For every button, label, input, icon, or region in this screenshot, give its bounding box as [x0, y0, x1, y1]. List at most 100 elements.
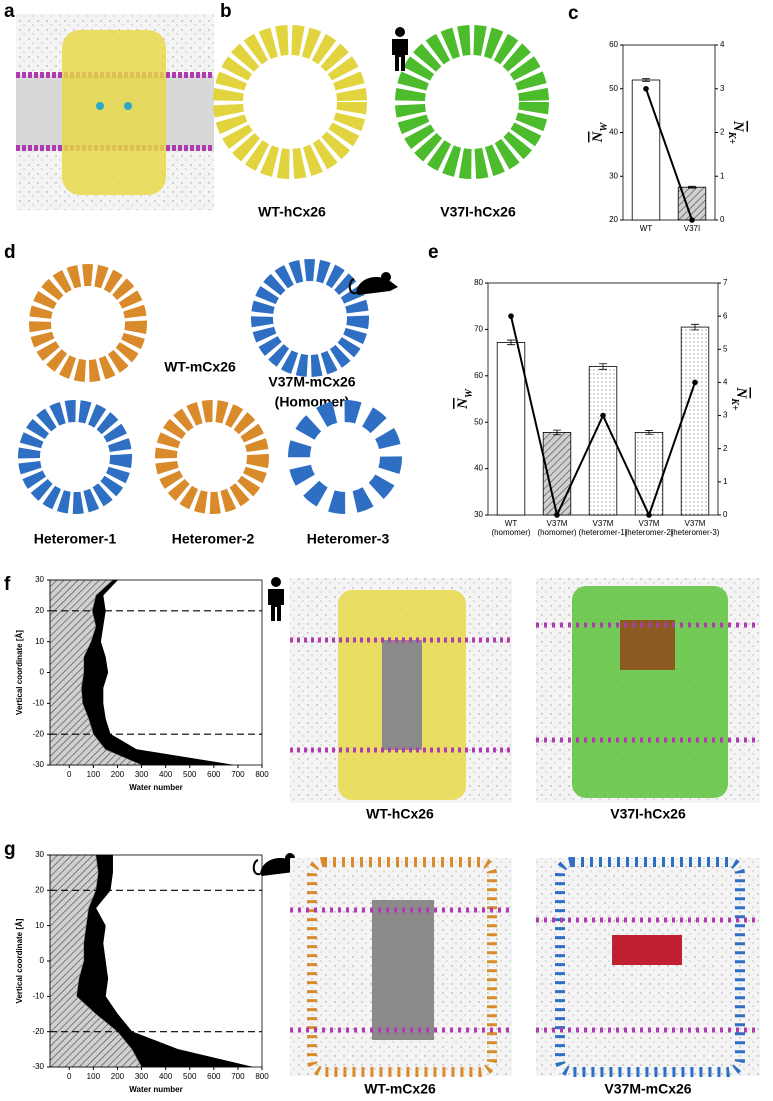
line-point — [554, 512, 560, 518]
y-tick-label: 20 — [35, 606, 44, 615]
structure-image — [288, 400, 402, 514]
x-tick-label: WT — [505, 519, 518, 528]
profile-area — [49, 854, 143, 1068]
x-tick-label: 800 — [255, 770, 269, 779]
bar — [496, 341, 526, 516]
structure-image — [155, 400, 269, 514]
panel-letter: g — [4, 839, 16, 860]
axis-title-sub: K+ — [729, 397, 740, 411]
y-tick-label: -30 — [32, 1062, 44, 1071]
x-tick-label: 0 — [67, 1072, 72, 1081]
x-tick-label: 400 — [159, 1072, 173, 1081]
axis-title: NW — [590, 122, 609, 144]
axis-title-main: N — [730, 120, 746, 133]
y-tick-label: 40 — [609, 128, 618, 137]
y-tick-label: 30 — [474, 510, 483, 519]
y2-tick-label: 0 — [723, 510, 728, 519]
channel-image — [290, 857, 512, 1077]
x-tick-note: (homomer) — [491, 528, 530, 537]
y-tick-label: 0 — [40, 956, 45, 965]
y2-tick-label: 2 — [723, 444, 728, 453]
y2-tick-label: 3 — [723, 411, 728, 420]
y2-tick-label: 7 — [723, 278, 728, 287]
structure-label: (Homomer) — [275, 394, 350, 410]
x-tick-label: 800 — [255, 1072, 269, 1081]
x-tick-label: WT — [640, 224, 653, 233]
error-bar — [507, 339, 515, 346]
x-tick-note: (homomer) — [537, 528, 576, 537]
structure-label: V37M-mCx26 — [604, 1081, 691, 1097]
line-point — [643, 85, 649, 92]
y-tick-label: 20 — [35, 885, 44, 894]
structure-image — [213, 25, 367, 179]
panel-letter: e — [428, 242, 439, 263]
x-tick-label: 0 — [67, 770, 72, 779]
x-tick-label: V37M — [685, 519, 706, 528]
x-tick-label: 300 — [135, 770, 149, 779]
axis-title: NK+ — [726, 120, 745, 145]
axis-title: NK+ — [729, 386, 748, 411]
y-tick-label: 80 — [474, 278, 483, 287]
line-point — [646, 512, 652, 518]
x-tick-label: 200 — [111, 770, 125, 779]
y-tick-label: 20 — [609, 215, 618, 224]
x-tick-label: 300 — [135, 1072, 149, 1081]
profile-area — [49, 854, 253, 1068]
panel-letter: f — [4, 574, 11, 595]
line-point — [508, 313, 514, 319]
y2-tick-label: 1 — [723, 477, 728, 486]
x-tick-label: V37M — [547, 519, 568, 528]
y-tick-label: -20 — [32, 1027, 44, 1036]
axis-title-sub: W — [464, 388, 475, 398]
structure-label: V37I-hCx26 — [610, 806, 686, 822]
panel-letter: b — [220, 1, 232, 22]
error-bar — [691, 323, 699, 331]
human-icon — [268, 577, 284, 621]
bar — [588, 366, 618, 516]
axis-title-main: N — [455, 397, 471, 410]
panel-letter: d — [4, 242, 16, 263]
panel-letter: c — [568, 3, 579, 24]
y2-tick-label: 6 — [723, 311, 728, 320]
y-axis-title: Vertical coordinate [Å] — [15, 918, 24, 1003]
error-bar — [642, 78, 650, 82]
y2-tick-label: 2 — [720, 128, 725, 137]
structure-label: Heteromer-2 — [172, 531, 255, 547]
x-tick-label: 500 — [183, 770, 197, 779]
structure-label: V37M-mCx26 — [268, 374, 355, 390]
x-tick-note: (heteromer-1) — [579, 528, 628, 537]
y-tick-label: 50 — [609, 84, 618, 93]
channel-image — [536, 857, 760, 1077]
x-tick-label: 600 — [207, 770, 221, 779]
y-tick-label: -10 — [32, 991, 44, 1000]
error-bar — [599, 363, 607, 370]
axis-title-sub: W — [599, 122, 610, 132]
x-tick-label: 100 — [87, 770, 101, 779]
x-tick-label: 400 — [159, 770, 173, 779]
structure-label: WT-hCx26 — [258, 204, 326, 220]
axis-title-main: N — [590, 130, 606, 143]
y-tick-label: -20 — [32, 729, 44, 738]
structure-image — [251, 259, 369, 377]
y2-tick-label: 4 — [720, 40, 725, 49]
y-tick-label: 10 — [35, 637, 44, 646]
y-axis-title: Vertical coordinate [Å] — [15, 630, 24, 715]
line-point — [689, 217, 695, 223]
error-bar — [553, 429, 561, 436]
y-tick-label: 0 — [40, 668, 45, 677]
x-tick-label: 700 — [231, 1072, 245, 1081]
y-tick-label: -10 — [32, 698, 44, 707]
y-tick-label: 30 — [35, 850, 44, 859]
x-tick-label: 200 — [111, 1072, 125, 1081]
structure-label: WT-hCx26 — [366, 806, 434, 822]
y-tick-label: 50 — [474, 417, 483, 426]
x-axis-title: Water number — [129, 1085, 183, 1094]
x-tick-label: 700 — [231, 770, 245, 779]
error-bar — [688, 185, 696, 189]
y-tick-label: 60 — [474, 371, 483, 380]
bar — [680, 326, 710, 516]
y-tick-label: -30 — [32, 760, 44, 769]
y2-tick-label: 4 — [723, 378, 728, 387]
y-tick-label: 30 — [35, 575, 44, 584]
